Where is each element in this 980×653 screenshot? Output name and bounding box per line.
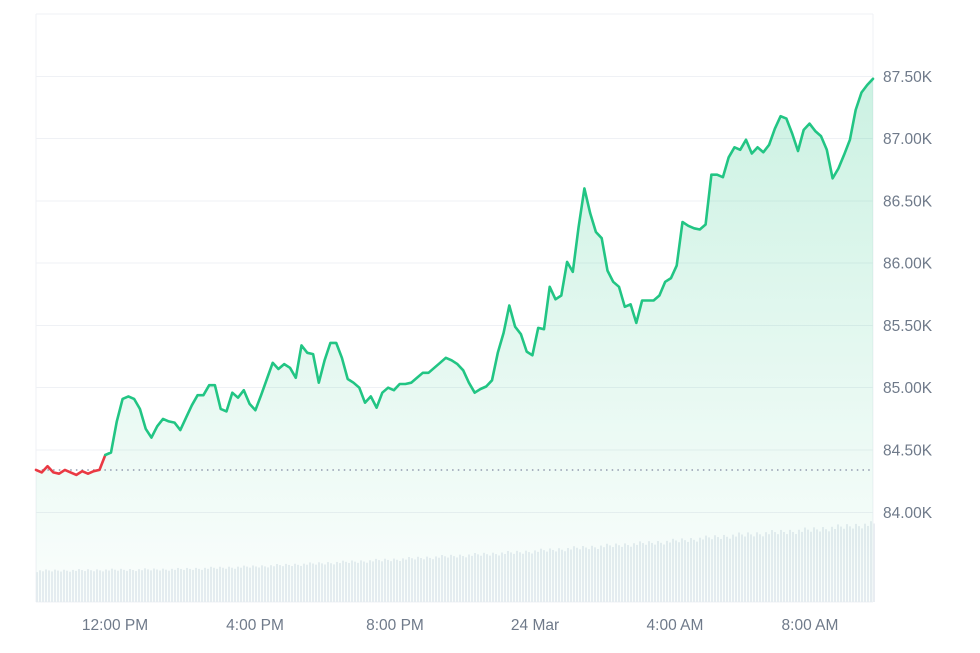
y-axis-label: 87.50K xyxy=(883,69,933,86)
x-axis-label: 8:00 PM xyxy=(366,617,424,634)
y-axis-label: 85.50K xyxy=(883,318,933,335)
x-axis-label: 24 Mar xyxy=(511,617,559,634)
y-axis-label: 86.00K xyxy=(883,256,933,273)
volume-bar xyxy=(873,523,875,602)
x-axis-label: 12:00 PM xyxy=(82,617,148,634)
x-axis-label: 8:00 AM xyxy=(782,617,839,634)
x-axis-labels: 12:00 PM 4:00 PM 8:00 PM 24 Mar 4:00 AM 8:00 … xyxy=(82,617,839,634)
x-axis-label: 4:00 AM xyxy=(647,617,704,634)
y-axis-labels: 84.00K 84.50K 85.00K 85.50K 86.00K 86.50K 87.0… xyxy=(883,69,933,522)
y-axis-label: 84.00K xyxy=(883,505,933,522)
y-axis-label: 84.50K xyxy=(883,443,933,460)
y-axis-label: 87.00K xyxy=(883,131,933,148)
x-axis-label: 4:00 PM xyxy=(226,617,284,634)
y-axis-label: 85.00K xyxy=(883,380,933,397)
price-line-up-segment xyxy=(104,77,875,457)
y-axis-label: 86.50K xyxy=(883,193,933,210)
price-area xyxy=(36,78,873,603)
price-line-down-segment xyxy=(34,453,107,477)
